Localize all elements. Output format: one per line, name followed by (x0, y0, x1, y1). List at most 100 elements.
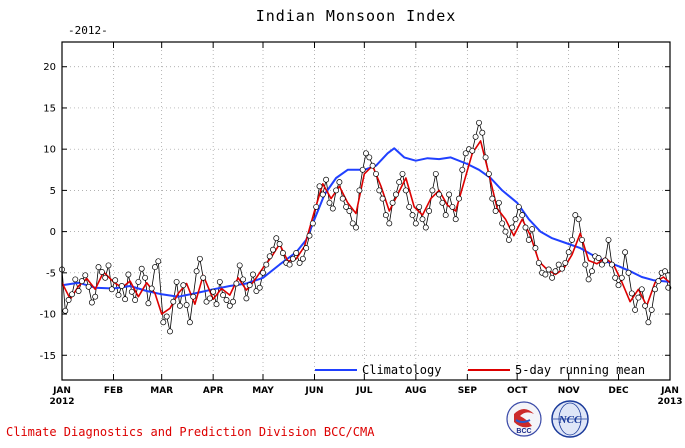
daily-index-point (489, 195, 496, 202)
grid (62, 42, 670, 380)
daily-index-point (416, 203, 423, 210)
daily-index-point (575, 216, 582, 223)
x-tick-label: AUG (405, 386, 426, 396)
running-mean-line (61, 140, 671, 315)
daily-index-point (655, 278, 662, 285)
daily-index-point (289, 255, 296, 262)
daily-index-point (638, 286, 645, 293)
daily-index-point (615, 282, 622, 289)
daily-index-point (562, 259, 569, 266)
daily-index-point (545, 266, 552, 273)
daily-index-point (339, 195, 346, 202)
daily-index-point (396, 179, 403, 186)
daily-index-point (270, 246, 276, 253)
y-tick-label: 5 (50, 186, 56, 197)
daily-index-point (163, 313, 170, 320)
daily-index-point (456, 195, 462, 202)
y-tick-label: -15 (40, 351, 56, 362)
daily-index-point (118, 283, 125, 289)
daily-index-point (442, 212, 449, 219)
daily-index-point (409, 212, 416, 219)
daily-index-point (525, 236, 532, 243)
daily-index-point (176, 302, 183, 309)
daily-index-point (618, 274, 625, 281)
daily-index-point (406, 203, 413, 210)
legend-label-climatology: Climatology (362, 363, 441, 377)
chart-subtitle: -2012- (68, 24, 108, 37)
daily-index-point (569, 236, 575, 243)
daily-index-point (326, 199, 333, 206)
x-tick-label: DEC (608, 386, 629, 396)
daily-index-point (552, 268, 559, 275)
daily-index-point (220, 292, 227, 299)
daily-index-point (366, 154, 373, 161)
x-tick-label: MAY (252, 386, 274, 396)
daily-index-point (286, 261, 293, 268)
daily-index-point (167, 328, 173, 335)
daily-index-point (65, 297, 72, 303)
daily-index-point (193, 268, 200, 275)
daily-index-point (250, 271, 256, 278)
bcc-logo-text: BCC (516, 428, 531, 435)
daily-index-point (522, 224, 529, 231)
daily-index-point (529, 226, 536, 233)
daily-index-point (115, 292, 122, 299)
daily-index-point (635, 294, 642, 301)
daily-index-point (499, 220, 506, 227)
daily-index-point (88, 299, 95, 306)
daily-index-point (382, 212, 389, 219)
daily-index-point (196, 255, 203, 262)
daily-index-point (180, 282, 187, 289)
daily-index-point (595, 255, 602, 261)
daily-index-point (642, 302, 649, 309)
daily-index-point (509, 224, 516, 231)
x-tick-label: JUL (355, 386, 373, 396)
daily-index-point (399, 170, 406, 177)
daily-index-point (356, 187, 363, 194)
daily-index-point (512, 216, 519, 223)
daily-index-point (462, 150, 469, 157)
daily-index-point (62, 307, 69, 314)
daily-index-point (565, 249, 572, 256)
daily-index-point (263, 261, 270, 268)
daily-index-point (579, 236, 585, 243)
y-tick-label: 0 (50, 227, 56, 238)
daily-index-point (276, 241, 283, 247)
daily-index-point (459, 166, 466, 173)
daily-index-point (542, 271, 549, 278)
daily-index-point (535, 259, 542, 266)
daily-index-point (412, 220, 419, 227)
x-tick-label: JUN (304, 386, 323, 396)
daily-index-point (602, 257, 609, 264)
daily-index-point (389, 199, 396, 206)
x-tick-label: SEP (458, 386, 478, 396)
daily-index-point (333, 187, 340, 194)
x-tick-label: MAR (150, 386, 173, 396)
daily-index-point (323, 176, 330, 183)
daily-index-point (200, 274, 207, 281)
daily-index-point (279, 250, 286, 256)
daily-index-point (210, 288, 217, 295)
daily-index-point (359, 166, 366, 173)
daily-index-point (648, 306, 655, 313)
daily-index-point (343, 203, 350, 210)
swirl-icon (514, 409, 534, 428)
daily-index-point (505, 236, 512, 243)
daily-index-point (515, 203, 522, 210)
daily-index-point (233, 280, 240, 287)
y-tick-label: -5 (46, 268, 56, 279)
y-tick-label: 15 (43, 103, 56, 114)
daily-index-point (132, 297, 139, 303)
x-tick-label: JAN (660, 386, 679, 396)
daily-index-point (363, 150, 369, 157)
daily-index-point (376, 187, 383, 194)
daily-index-point (419, 216, 426, 223)
daily-index-point (125, 271, 132, 278)
chart-title: Indian Monsoon Index (256, 7, 457, 25)
daily-index-point (226, 302, 233, 309)
daily-index-point (138, 265, 145, 272)
daily-index-point (260, 269, 266, 276)
series-layer (59, 119, 672, 335)
x-tick-label: OCT (507, 386, 528, 396)
